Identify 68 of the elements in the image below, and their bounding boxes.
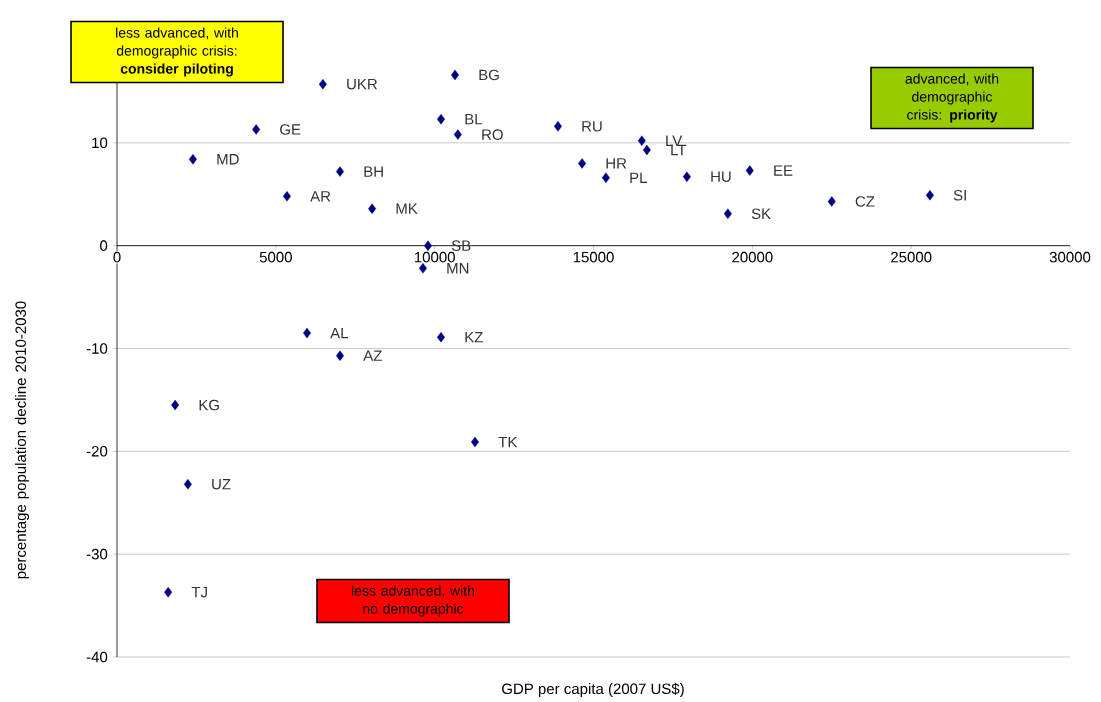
x-tick-label: 10000 <box>414 251 455 263</box>
y-tick-label: -40 <box>86 651 108 663</box>
x-tick-label: 15000 <box>573 251 614 263</box>
point <box>745 165 754 176</box>
point <box>318 79 327 90</box>
annotation: BL <box>465 114 483 125</box>
point <box>453 129 462 140</box>
point <box>336 350 344 361</box>
point <box>642 144 651 156</box>
point <box>827 196 836 207</box>
annotation: MK <box>396 203 418 214</box>
point <box>188 154 197 165</box>
point <box>578 158 587 169</box>
annotation: UKR <box>347 78 378 90</box>
y-tick-label: 10 <box>92 137 108 149</box>
point <box>171 399 180 411</box>
y-tick-label: -20 <box>86 446 108 457</box>
annotation: HU <box>711 171 731 182</box>
annotation: UZ <box>212 479 231 490</box>
annotation: BG <box>479 69 499 81</box>
annotation: RU <box>582 121 602 132</box>
annotation: AR <box>310 191 331 202</box>
annotation: RO <box>482 129 503 140</box>
annotation: AZ <box>363 350 382 361</box>
y-axis-title: percentage population decline 2010-2030 <box>15 301 29 579</box>
point <box>637 135 646 146</box>
annotation: AL <box>330 327 349 339</box>
annotation: MD <box>217 154 239 165</box>
annotation: MN <box>447 263 469 274</box>
point <box>601 172 610 183</box>
x-tick-label: 20000 <box>732 251 773 263</box>
annotation: less advanced, with no demographic <box>352 585 474 617</box>
x-tick-label: 25000 <box>891 251 932 263</box>
annotation: PL <box>630 172 647 183</box>
point <box>418 263 427 274</box>
annotation: GE <box>280 124 301 135</box>
annotation: TK <box>498 436 518 448</box>
point <box>368 203 377 214</box>
x-tick-label: 30000 <box>1049 251 1091 263</box>
annotation: advanced, with demographic crisis: priority <box>905 73 999 123</box>
annotation: TJ <box>191 586 207 598</box>
point <box>252 124 261 135</box>
annotation: CZ <box>855 196 875 207</box>
point <box>424 240 432 251</box>
x-tick-label: 5000 <box>259 251 292 263</box>
annotation: KZ <box>465 332 483 343</box>
point <box>283 191 291 202</box>
point <box>682 171 691 182</box>
y-tick-label: -30 <box>86 548 108 560</box>
annotation: SK <box>751 208 771 220</box>
x-axis-title: GDP per capita (2007 US$) <box>502 682 684 698</box>
y-tick-label: -10 <box>86 343 108 354</box>
annotation: LV <box>666 135 683 146</box>
point <box>164 587 173 598</box>
annotation: SI <box>953 189 966 201</box>
y-tick-label: 0 <box>100 240 108 251</box>
point <box>925 190 934 201</box>
annotation: less advanced, with demographic crisis: consider piloting <box>116 27 238 77</box>
x-tick-label: 0 <box>113 251 121 263</box>
point <box>723 208 732 219</box>
point <box>553 121 562 132</box>
annotation: BH <box>364 166 383 177</box>
annotation: KG <box>199 399 219 411</box>
annotation: EE <box>774 165 793 176</box>
annotation: LT <box>671 144 687 156</box>
point <box>336 166 344 177</box>
point <box>183 479 192 490</box>
annotation: HR <box>606 158 627 169</box>
